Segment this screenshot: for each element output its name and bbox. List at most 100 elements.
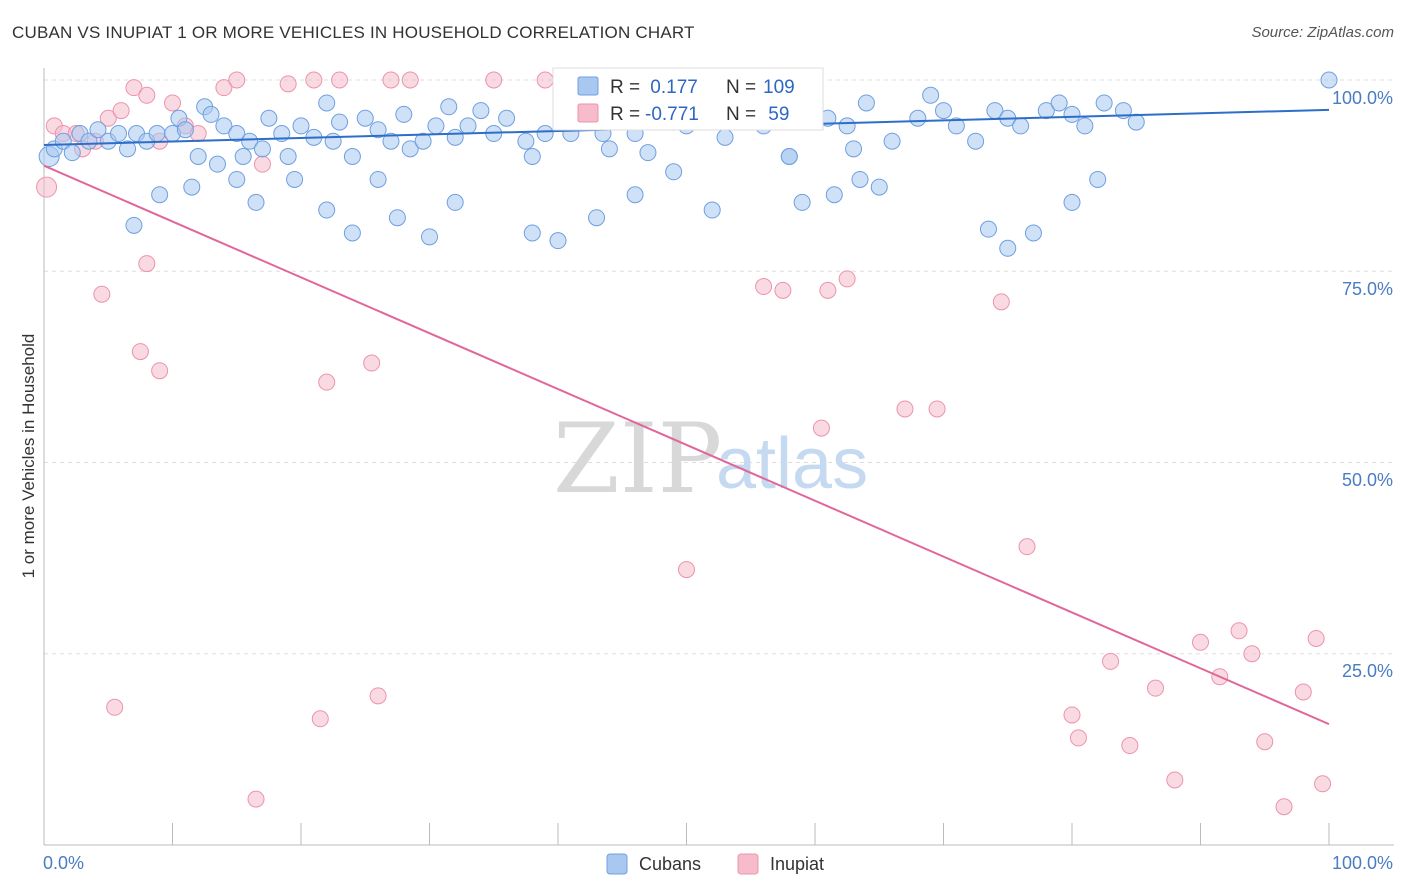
- cubans-point: [382, 132, 400, 150]
- inupiat-point: [1018, 538, 1036, 556]
- cubans-point: [148, 125, 166, 143]
- cubans-point: [324, 132, 342, 150]
- cubans-point: [388, 209, 406, 227]
- y-tick-label-75: 75.0%: [1342, 279, 1393, 299]
- inupiat-point: [36, 176, 58, 198]
- cubans-point: [523, 148, 541, 165]
- legend-inupiat-n-label: N =: [726, 104, 756, 125]
- legend-cubans-r-label: R =: [610, 77, 640, 98]
- cubans-point: [703, 201, 721, 219]
- cubans-point: [639, 144, 657, 162]
- cubans-point: [234, 148, 252, 165]
- cubans-point: [549, 232, 567, 250]
- inupiat-point: [536, 71, 554, 89]
- source-label: Source: ZipAtlas.com: [1251, 24, 1394, 41]
- inupiat-point: [331, 71, 349, 89]
- correlation-legend: R = 0.177 N = 109 R = -0.771 N = 59: [552, 67, 824, 131]
- bottom-legend-swatch-inupiat: [737, 853, 759, 875]
- watermark-atlas: atlas: [716, 424, 868, 504]
- inupiat-point: [992, 293, 1010, 311]
- inupiat-point: [1192, 633, 1209, 651]
- cubans-point: [498, 109, 516, 127]
- cubans-point: [793, 193, 811, 211]
- cubans-point: [1037, 102, 1055, 120]
- legend-cubans-n-label: N =: [726, 77, 756, 98]
- cubans-point: [857, 94, 875, 112]
- cubans-point: [208, 155, 226, 173]
- series-legend: Cubans Inupiat: [606, 853, 824, 875]
- cubans-point: [870, 178, 888, 196]
- cubans-point: [247, 193, 265, 211]
- cubans-point: [935, 102, 952, 120]
- legend-swatch-cubans: [577, 76, 599, 96]
- cubans-point: [253, 140, 271, 158]
- inupiat-point: [253, 155, 271, 173]
- cubans-point: [1063, 193, 1081, 211]
- cubans-point: [228, 125, 246, 143]
- inupiat-point: [138, 255, 156, 273]
- cubans-point: [343, 148, 361, 165]
- cubans-point: [279, 148, 297, 165]
- cubans-point: [716, 128, 734, 146]
- cubans-point: [89, 121, 107, 139]
- inupiat-point: [1102, 652, 1120, 670]
- inupiat-point: [99, 109, 117, 127]
- legend-inupiat-n-value: 59: [763, 104, 789, 125]
- cubans-point: [414, 132, 432, 150]
- cubans-point: [202, 105, 220, 123]
- cubans-point: [999, 239, 1017, 257]
- inupiat-point: [1063, 706, 1081, 724]
- cubans-point: [947, 117, 965, 135]
- cubans-point: [979, 220, 997, 238]
- y-tick-label-100: 100.0%: [1332, 88, 1393, 108]
- cubans-point: [125, 216, 143, 234]
- cubans-point: [1076, 117, 1094, 135]
- bottom-legend-swatch-cubans: [606, 853, 628, 875]
- cubans-point: [151, 186, 169, 204]
- cubans-point: [1095, 94, 1113, 112]
- cubans-point: [883, 132, 901, 150]
- inupiat-point: [1256, 733, 1274, 751]
- inupiat-point: [755, 278, 773, 296]
- inupiat-point: [774, 281, 792, 299]
- cubans-point: [845, 140, 863, 158]
- cubans-point: [401, 140, 419, 158]
- cubans-point: [1012, 117, 1030, 135]
- cubans-point: [838, 117, 856, 135]
- cubans-point: [626, 186, 644, 204]
- inupiat-point: [247, 790, 265, 808]
- x-tick-label-100: 100.0%: [1332, 853, 1393, 873]
- inupiat-point: [1275, 798, 1293, 816]
- cubans-point: [459, 117, 477, 135]
- inupiat-point: [1230, 622, 1248, 640]
- inupiat-points: [36, 71, 1332, 816]
- cubans-point: [600, 140, 618, 158]
- cubans-point: [1024, 224, 1042, 242]
- cubans-point: [825, 186, 843, 204]
- watermark-zip: ZIP: [553, 403, 722, 515]
- cubans-point: [292, 117, 310, 135]
- inupiat-point: [228, 71, 246, 89]
- cubans-point: [967, 132, 985, 150]
- cubans-point: [1063, 105, 1081, 123]
- cubans-point: [369, 170, 387, 188]
- cubans-point: [260, 109, 278, 127]
- y-tick-label-50: 50.0%: [1342, 470, 1393, 490]
- cubans-point: [1127, 113, 1145, 131]
- inupiat-point: [215, 79, 233, 97]
- inupiat-point: [401, 71, 419, 89]
- cubans-point: [1320, 71, 1338, 89]
- inupiat-point: [485, 71, 503, 89]
- inupiat-point: [1294, 683, 1312, 701]
- x-ticks: [172, 823, 1330, 845]
- legend-inupiat-r-label: R =: [610, 104, 640, 125]
- cubans-point: [909, 109, 927, 127]
- cubans-point: [1089, 170, 1107, 188]
- cubans-point: [356, 109, 374, 127]
- cubans-point: [780, 148, 798, 165]
- cubans-point: [343, 224, 361, 242]
- cubans-point: [286, 170, 304, 188]
- bottom-legend-inupiat: Inupiat: [770, 854, 824, 874]
- cubans-point: [63, 144, 81, 162]
